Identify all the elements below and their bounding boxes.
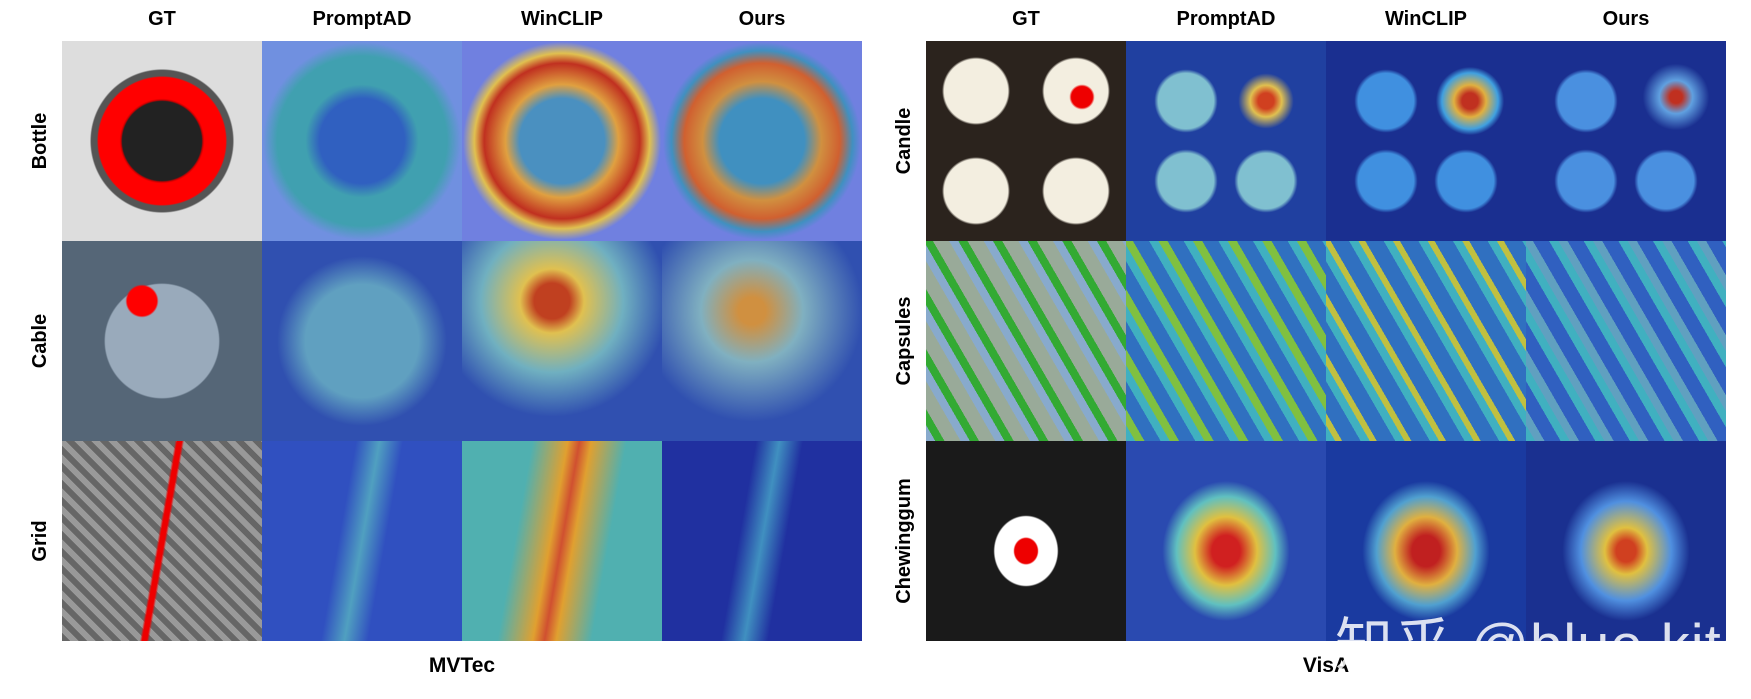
heatmap-image [662, 441, 862, 641]
panel-caption: MVTec [428, 654, 496, 677]
column-header: Ours [1602, 8, 1650, 30]
ground-truth-image [926, 441, 1126, 641]
heatmap-image [1326, 41, 1526, 241]
column-header: WinCLIP [1384, 8, 1468, 30]
heatmap-image [662, 41, 862, 241]
row-label: Cable [29, 313, 51, 369]
column-header: PromptAD [1176, 8, 1276, 30]
ground-truth-image [62, 241, 262, 441]
heatmap-image [462, 441, 662, 641]
column-header: GT [148, 8, 176, 30]
ground-truth-image [926, 241, 1126, 441]
column-header: GT [1012, 8, 1040, 30]
ground-truth-image [926, 41, 1126, 241]
heatmap-image [262, 41, 462, 241]
panel-caption: VisA [1302, 654, 1350, 677]
column-header: WinCLIP [520, 8, 604, 30]
row-label: Bottle [29, 112, 51, 170]
heatmap-image [462, 241, 662, 441]
watermark: 知乎 @blue kite [1335, 613, 1751, 678]
heatmap-image [1126, 441, 1326, 641]
column-header: Ours [738, 8, 786, 30]
heatmap-image [1526, 441, 1726, 641]
heatmap-image [1526, 241, 1726, 441]
heatmap-image [662, 241, 862, 441]
row-label: Candle [893, 107, 915, 175]
heatmap-image [462, 41, 662, 241]
column-header: PromptAD [312, 8, 412, 30]
heatmap-image [1326, 441, 1526, 641]
heatmap-image [1126, 41, 1326, 241]
ground-truth-image [62, 41, 262, 241]
row-label: Grid [29, 520, 51, 562]
heatmap-image [262, 241, 462, 441]
row-label: Chewinggum [893, 478, 915, 604]
heatmap-image [1126, 241, 1326, 441]
heatmap-image [1526, 41, 1726, 241]
heatmap-image [1326, 241, 1526, 441]
heatmap-image [262, 441, 462, 641]
ground-truth-image [62, 441, 262, 641]
row-label: Capsules [893, 296, 915, 386]
